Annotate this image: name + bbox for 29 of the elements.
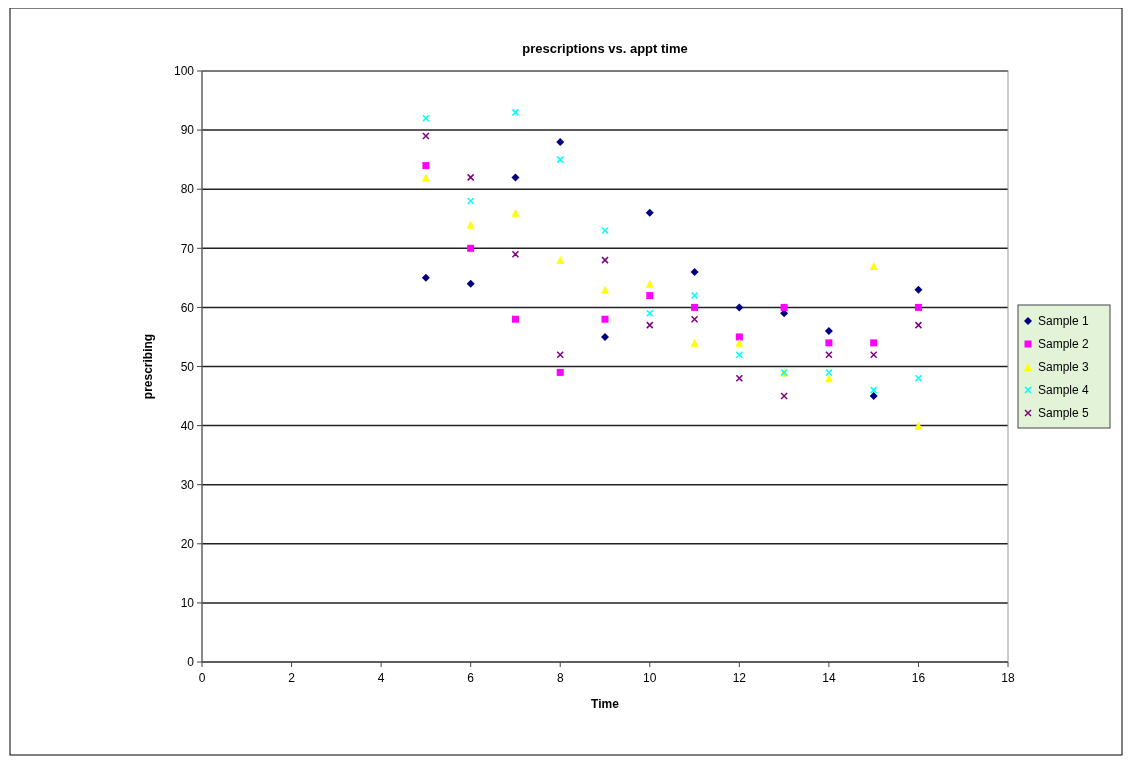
x-tick-label: 12: [732, 671, 747, 685]
chart-title: prescriptions vs. appt time: [522, 41, 688, 56]
y-tick-label: 40: [180, 418, 195, 433]
y-tick-label: 20: [180, 537, 195, 551]
y-tick-label: 10: [180, 596, 195, 611]
x-tick-label: 6: [467, 671, 475, 685]
x-tick-label: 4: [377, 671, 385, 685]
x-tick-label: 16: [911, 671, 926, 685]
y-tick-label: 100: [173, 64, 195, 79]
x-axis-title: Time: [591, 697, 620, 711]
y-tick-label: 0: [187, 655, 195, 670]
x-tick-label: 18: [1001, 671, 1015, 685]
legend-label: Sample 1: [1038, 314, 1090, 329]
x-tick-label: 14: [822, 671, 836, 685]
x-tick-label: 2: [288, 671, 296, 685]
y-tick-label: 60: [180, 300, 195, 315]
y-tick-label: 50: [180, 359, 195, 374]
legend-label: Sample 5: [1038, 406, 1090, 421]
legend-label: Sample 3: [1038, 360, 1090, 375]
y-tick-label: 30: [180, 477, 195, 492]
x-tick-label: 10: [643, 671, 657, 685]
y-tick-label: 70: [180, 241, 195, 256]
y-tick-label: 90: [180, 123, 195, 138]
y-tick-label: 80: [180, 182, 195, 197]
y-axis-title: prescribing: [141, 333, 155, 400]
legend-label: Sample 4: [1038, 383, 1090, 398]
legend-label: Sample 2: [1038, 337, 1090, 352]
x-tick-label: 8: [556, 671, 564, 685]
x-tick-label: 0: [198, 671, 206, 685]
